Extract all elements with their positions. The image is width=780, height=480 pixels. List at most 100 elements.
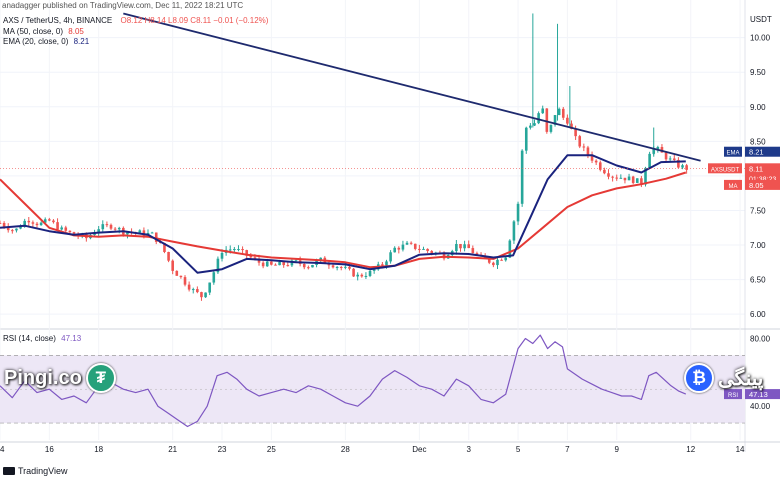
candle-body	[393, 247, 397, 253]
symbol-legend[interactable]: AXS / TetherUS, 4h, BINANCE O8.12 H8.14 …	[3, 16, 268, 25]
candle-body	[319, 257, 322, 261]
candle-body	[496, 259, 499, 266]
candle-body	[463, 244, 466, 249]
publisher-note: anadagger published on TradingView.com, …	[2, 1, 244, 10]
candle-body	[138, 230, 142, 233]
candle-body	[348, 266, 351, 269]
price-tick-label: 10.00	[750, 34, 771, 43]
rsi-legend-label: RSI (14, close)	[3, 334, 56, 343]
candle-body	[150, 232, 154, 234]
candle-body	[294, 260, 298, 262]
price-tick-label: 6.00	[750, 310, 766, 319]
candle-body	[619, 177, 623, 179]
ema-value: 8.21	[749, 148, 764, 157]
brand-name: Pingi.co	[4, 366, 82, 389]
ema-legend[interactable]: EMA (20, close, 0) 8.21	[3, 37, 89, 46]
candle-body	[533, 123, 536, 126]
rsi-line	[0, 334, 687, 428]
candle-body	[603, 169, 606, 174]
candle-body	[504, 257, 508, 261]
candle-body	[48, 219, 51, 221]
tradingview-logo[interactable]: TradingView	[3, 466, 68, 476]
candle-body	[167, 251, 170, 261]
candle-body	[590, 154, 594, 161]
ma-legend-label: MA (50, close, 0)	[3, 27, 64, 36]
tether-icon: ₮	[85, 363, 116, 393]
candle-body	[422, 248, 425, 250]
candle-body	[574, 128, 577, 137]
price-value: 8.11	[749, 164, 763, 173]
rsi-tick-label: 80.00	[750, 334, 771, 343]
candle-body	[19, 227, 22, 229]
time-tick-label: 16	[45, 445, 54, 454]
time-tick-label: 5	[516, 445, 521, 454]
candle-body	[500, 259, 503, 261]
candle-body	[15, 228, 18, 231]
candle-body	[520, 150, 524, 204]
candle-body	[677, 159, 680, 168]
candle-body	[212, 272, 216, 283]
candle-body	[196, 289, 199, 293]
candle-body	[401, 244, 405, 250]
trendline	[123, 12, 701, 162]
candle-body	[117, 227, 121, 230]
candle-body	[381, 264, 384, 266]
candle-body	[561, 108, 565, 118]
time-tick-label: 28	[341, 445, 350, 454]
bitcoin-icon: ₿	[684, 363, 714, 393]
candle-body	[578, 136, 582, 147]
candle-body	[344, 266, 347, 268]
candle-body	[660, 147, 664, 153]
ema-20-line	[0, 154, 686, 274]
candle-body	[23, 220, 26, 228]
candle-body	[623, 177, 627, 181]
candle-body	[471, 248, 475, 254]
candle-body	[265, 261, 269, 267]
price-value-box	[745, 163, 780, 184]
rsi-legend[interactable]: RSI (14, close) 47.13	[3, 334, 81, 343]
ohlc-readout: O8.12 H8.14 L8.09 C8.11 −0.01 (−0.12%)	[120, 16, 269, 25]
candle-body	[615, 177, 619, 179]
candle-body	[27, 220, 31, 223]
candle-body	[627, 176, 631, 181]
price-axis-unit: USDT	[750, 15, 772, 24]
candle-body	[430, 251, 434, 254]
ma-value-box	[745, 179, 780, 190]
time-tick-label: 14	[736, 445, 745, 454]
brand-name-fa: پینگی	[718, 367, 764, 390]
candle-body	[97, 229, 100, 233]
candle-body	[426, 248, 429, 252]
candle-body	[586, 147, 590, 155]
candle-body	[455, 243, 458, 252]
candle-body	[113, 228, 117, 230]
ema-tag-label: EMA	[726, 151, 739, 157]
brand-watermark-left: Pingi.co ₮	[4, 363, 120, 393]
candle-body	[282, 262, 285, 266]
time-axis[interactable]: 14 16 18 21 23 25 28 Dec 3 5 7 9 12 14	[0, 441, 780, 454]
candle-body	[635, 178, 639, 183]
ema-value-box	[745, 146, 780, 157]
ema-legend-label: EMA (20, close, 0)	[3, 37, 69, 46]
candle-body	[302, 263, 306, 268]
rsi-legend-value: 47.13	[61, 334, 82, 343]
rsi-value: 47.13	[749, 390, 768, 399]
candle-body	[339, 266, 343, 268]
ma-legend[interactable]: MA (50, close, 0) 8.05	[3, 27, 84, 36]
candle-body	[598, 162, 602, 170]
candle-body	[39, 222, 43, 226]
candle-body	[43, 219, 47, 223]
candle-body	[668, 158, 672, 160]
price-tick-label: 7.50	[750, 206, 766, 215]
rsi-tick-label: 40.00	[750, 402, 771, 411]
candle-body	[570, 123, 573, 129]
candle-body	[372, 269, 376, 271]
candle-body	[249, 255, 253, 258]
candle-body	[644, 167, 647, 185]
candle-body	[109, 224, 113, 229]
price-tag-label: AXSUSDT	[711, 167, 740, 173]
candle-body	[335, 266, 339, 268]
candle-body	[142, 230, 146, 236]
candle-body	[245, 250, 248, 256]
candle-body	[594, 160, 598, 163]
